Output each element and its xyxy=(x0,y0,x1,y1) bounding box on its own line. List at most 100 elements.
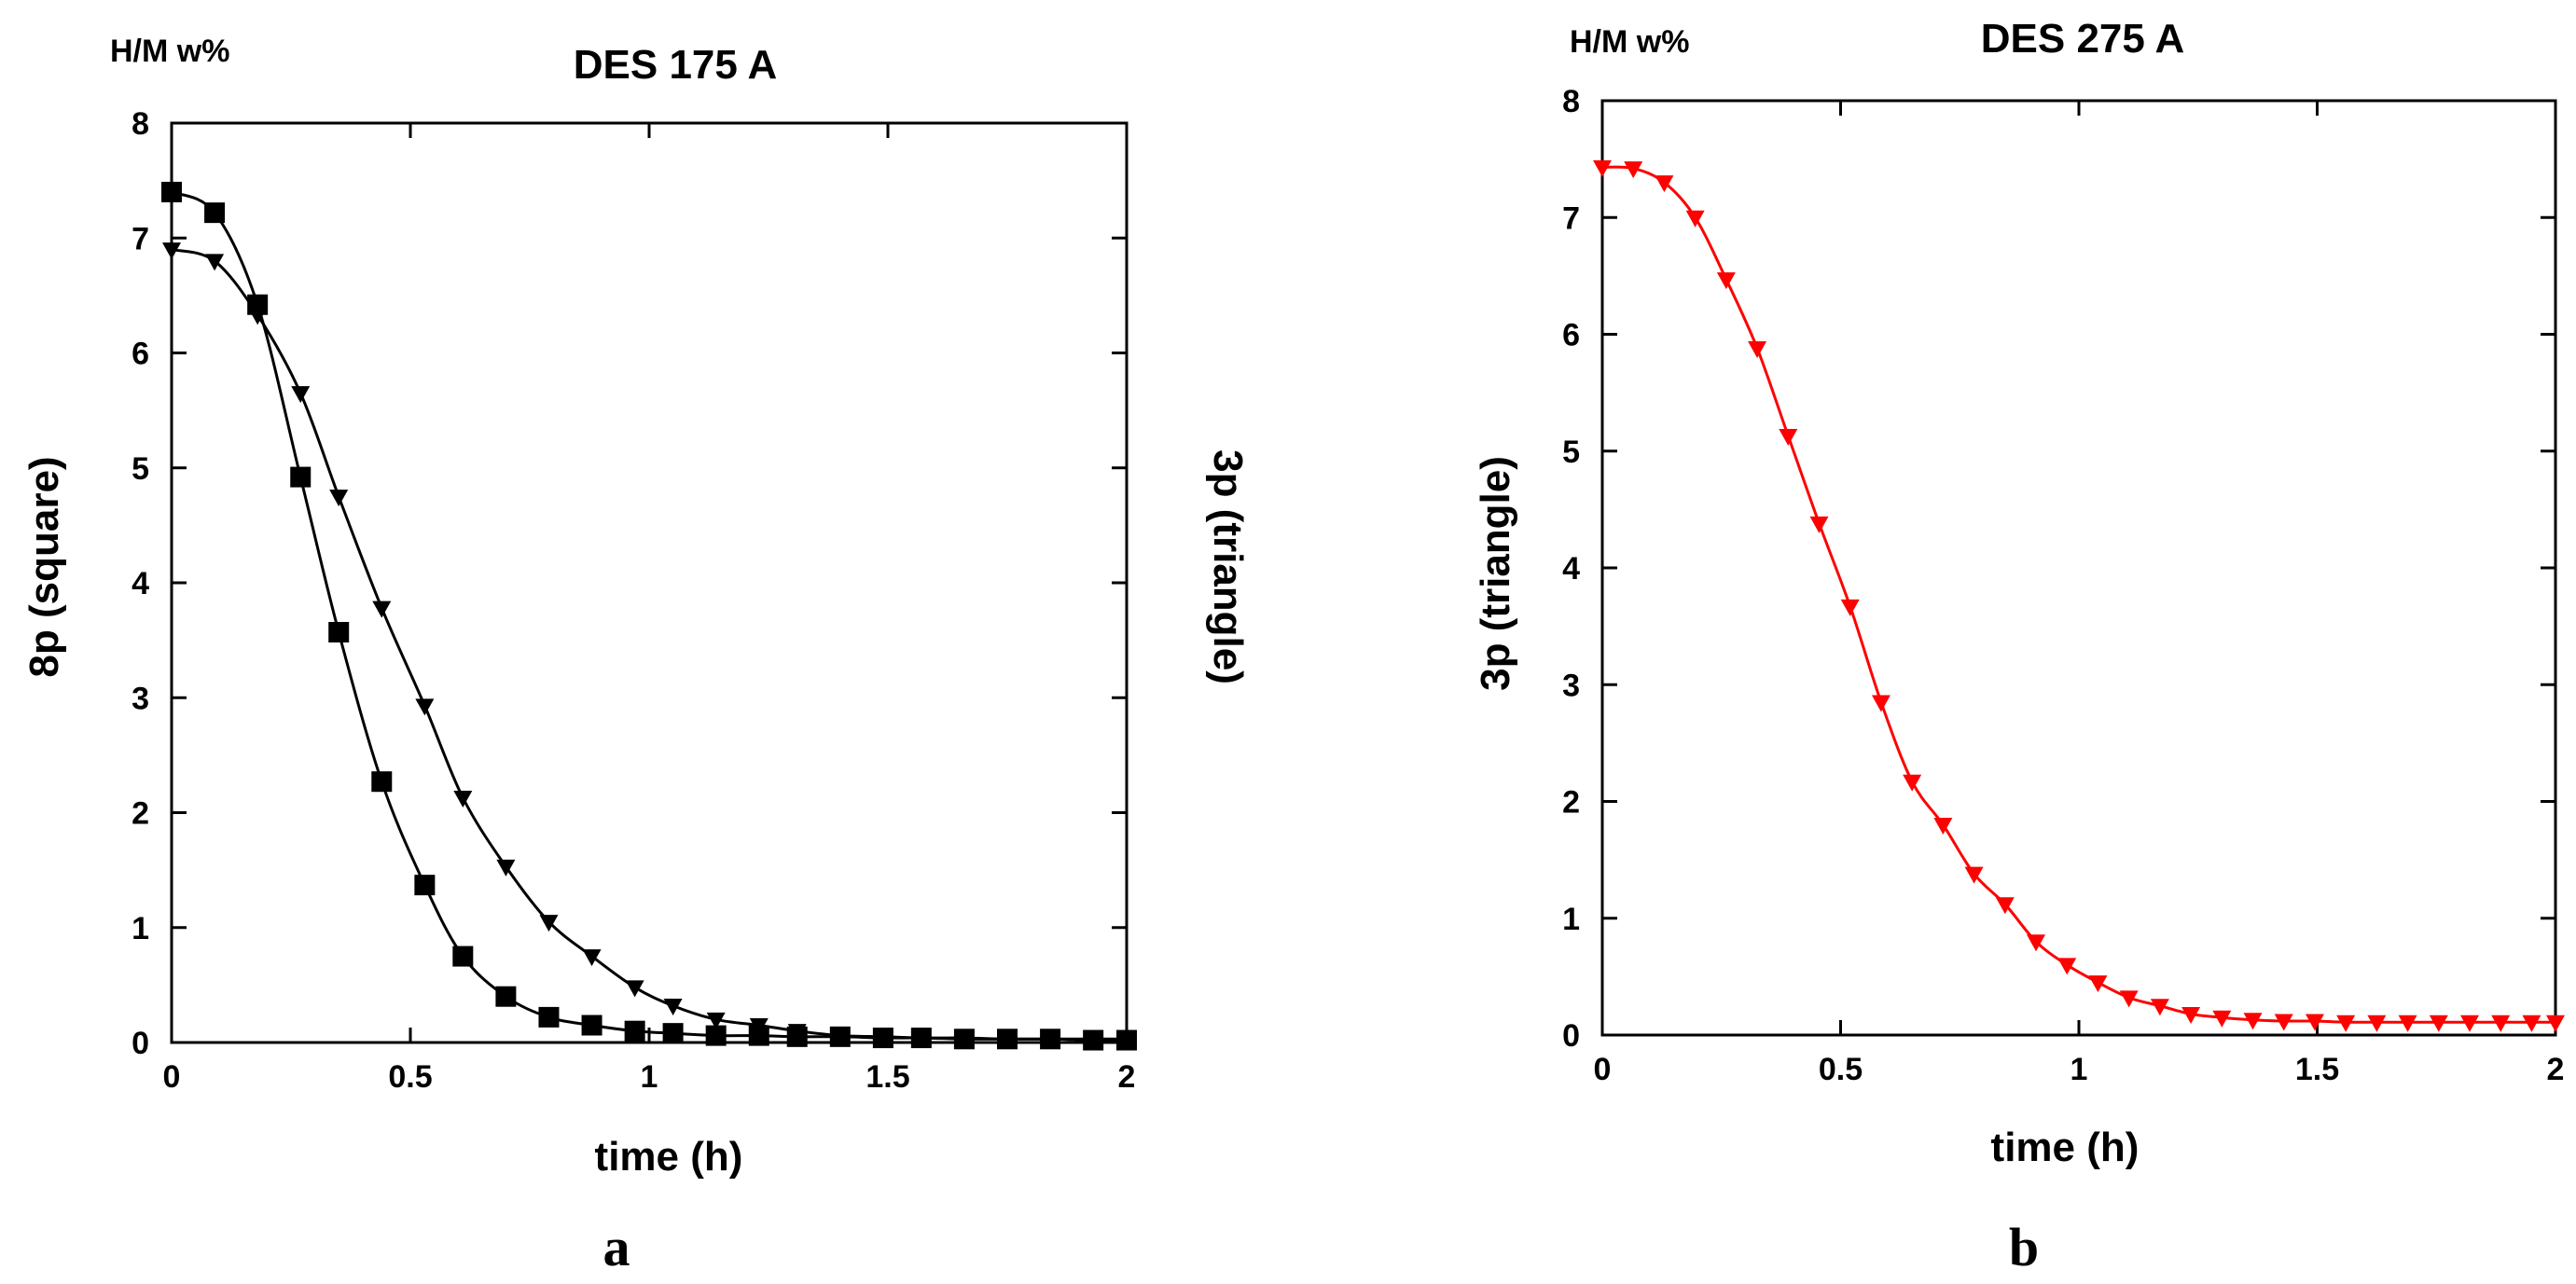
x-tick-label: 1 xyxy=(641,1059,658,1095)
data-point-square xyxy=(371,771,393,793)
data-point-triangle xyxy=(291,386,311,404)
data-point-triangle xyxy=(2429,1015,2448,1032)
data-point-triangle xyxy=(2088,975,2108,993)
y-tick-label: 8 xyxy=(132,106,149,142)
y-axis-title-right: 3p (triangle) xyxy=(1205,449,1251,684)
data-point-square xyxy=(204,202,226,224)
data-point-triangle xyxy=(2491,1015,2511,1032)
series-line-square xyxy=(171,190,1128,1042)
data-point-triangle xyxy=(787,1024,807,1042)
y-tick-label: 3 xyxy=(1562,668,1580,703)
y-tick-label: 4 xyxy=(132,566,149,601)
data-point-triangle xyxy=(162,242,181,260)
data-point-triangle xyxy=(539,915,559,932)
y-axis-title-left: 8p (square) xyxy=(21,456,67,677)
x-tick-label: 0 xyxy=(163,1059,181,1095)
panel-label: a xyxy=(603,1217,630,1277)
data-point-triangle xyxy=(1840,599,1860,616)
y-tick-label: 0 xyxy=(132,1026,149,1061)
data-point-triangle xyxy=(830,1029,850,1046)
data-point-triangle xyxy=(372,601,392,618)
x-tick-label: 0 xyxy=(1594,1052,1612,1087)
data-point-triangle xyxy=(1748,341,1767,359)
data-point-triangle xyxy=(1995,897,2015,915)
x-axis-title: time (h) xyxy=(1991,1125,2140,1170)
data-point-triangle xyxy=(1084,1031,1103,1049)
data-point-triangle xyxy=(1117,1031,1136,1049)
data-point-triangle xyxy=(2460,1015,2480,1032)
data-point-triangle xyxy=(2305,1014,2324,1031)
data-point-triangle xyxy=(1685,210,1705,228)
data-point-triangle xyxy=(625,980,644,998)
data-point-triangle xyxy=(496,859,516,877)
data-point-triangle xyxy=(582,949,602,967)
data-point-triangle xyxy=(1933,818,1953,835)
data-point-triangle xyxy=(205,254,225,271)
data-point-triangle xyxy=(1964,866,1984,884)
data-point-triangle xyxy=(1903,774,1922,792)
data-point-triangle xyxy=(2522,1015,2541,1032)
data-point-square xyxy=(328,621,350,642)
x-tick-label: 2 xyxy=(2547,1052,2565,1087)
y-tick-label: 2 xyxy=(132,796,149,832)
data-point-triangle xyxy=(1624,161,1643,179)
x-tick-label: 1.5 xyxy=(866,1059,909,1095)
data-point-triangle xyxy=(998,1031,1017,1049)
data-point-square xyxy=(538,1006,560,1028)
x-tick-label: 2 xyxy=(1118,1059,1136,1095)
y-unit-label: H/M w% xyxy=(110,34,229,69)
data-point-triangle xyxy=(453,790,473,808)
data-point-triangle xyxy=(415,698,435,716)
chart-des-275a: H/M w% DES 275 A 3p (triangle) time (h) … xyxy=(1473,16,2565,1277)
x-tick-label: 1 xyxy=(2070,1052,2088,1087)
chart-des-175a: H/M w% DES 175 A 8p (square) 3p (triangl… xyxy=(21,34,1251,1277)
data-point-triangle xyxy=(2367,1015,2387,1032)
data-point-triangle xyxy=(873,1029,893,1047)
series-line-triangle-down xyxy=(171,248,1127,1041)
chart-title: DES 275 A xyxy=(1981,16,2184,62)
panel-label: b xyxy=(2009,1217,2039,1277)
data-point-triangle xyxy=(2119,990,2139,1008)
y-unit-label: H/M w% xyxy=(1570,24,1689,60)
y-tick-label: 7 xyxy=(1562,200,1580,236)
y-tick-label: 2 xyxy=(1562,785,1580,821)
plot-frame xyxy=(170,121,1129,1044)
data-point-triangle xyxy=(2243,1013,2263,1030)
data-point-square xyxy=(662,1023,684,1044)
data-point-square xyxy=(705,1025,727,1046)
x-tick-label: 0.5 xyxy=(388,1059,432,1095)
data-point-square xyxy=(495,986,517,1007)
y-tick-label: 1 xyxy=(1562,902,1580,937)
data-point-triangle xyxy=(2181,1006,2201,1024)
data-point-square xyxy=(161,181,182,202)
y-tick-label: 1 xyxy=(132,911,149,946)
y-tick-label: 4 xyxy=(1562,551,1580,587)
data-point-triangle xyxy=(1871,695,1890,712)
data-point-square xyxy=(414,875,436,896)
data-point-square xyxy=(581,1015,602,1036)
data-point-square xyxy=(290,466,312,488)
data-point-square xyxy=(748,1025,769,1046)
data-point-triangle xyxy=(1779,428,1798,446)
data-point-triangle xyxy=(1716,272,1736,290)
y-tick-label: 7 xyxy=(132,221,149,256)
data-point-triangle xyxy=(749,1018,769,1036)
data-point-triangle xyxy=(2057,958,2077,975)
y-tick-label: 8 xyxy=(1562,84,1580,119)
series-line-triangle-down xyxy=(1601,165,2555,1024)
data-point-triangle xyxy=(911,1030,931,1048)
y-tick-label: 0 xyxy=(1562,1018,1580,1054)
data-point-triangle xyxy=(2546,1015,2565,1032)
data-point-triangle xyxy=(1593,159,1612,177)
data-point-triangle xyxy=(2027,934,2046,952)
y-tick-label: 3 xyxy=(132,681,149,716)
data-point-triangle xyxy=(2398,1015,2417,1032)
y-tick-label: 6 xyxy=(132,337,149,372)
data-point-triangle xyxy=(1655,175,1674,193)
data-point-triangle xyxy=(663,999,683,1016)
y-tick-label: 6 xyxy=(1562,318,1580,353)
x-tick-label: 0.5 xyxy=(1819,1052,1863,1087)
data-point-triangle xyxy=(1809,516,1829,533)
y-axis-title: 3p (triangle) xyxy=(1473,456,1518,691)
